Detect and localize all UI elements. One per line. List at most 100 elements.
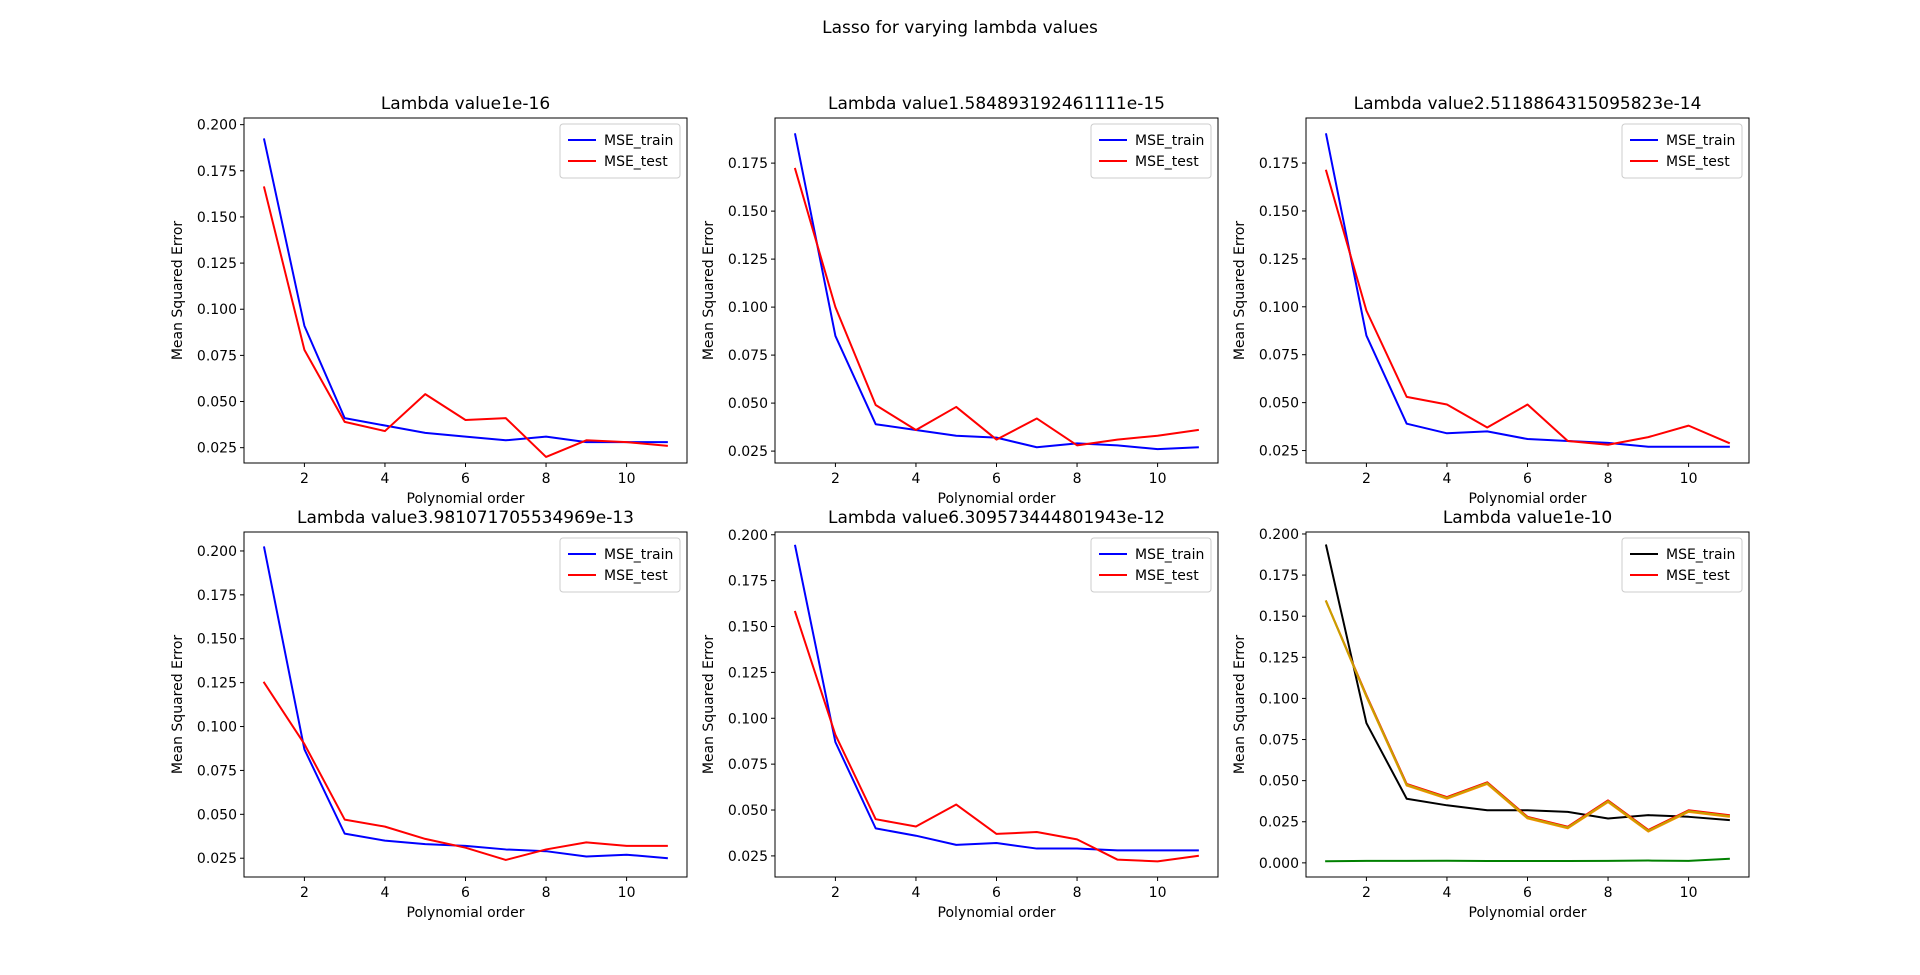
x-tick-label: 2 (1362, 471, 1371, 487)
x-tick-label: 4 (911, 885, 920, 901)
y-tick-label: 0.075 (728, 757, 768, 773)
y-tick-label: 0.075 (1259, 733, 1299, 749)
y-axis-label: Mean Squared Error (1232, 635, 1248, 775)
legend-entry: MSE_test (1666, 154, 1730, 170)
series-line-mse-train (262, 138, 668, 444)
y-tick-label: 0.100 (197, 720, 237, 736)
y-tick-label: 0.175 (1259, 568, 1299, 584)
y-tick-label: 0.025 (728, 849, 768, 865)
plot-frame (774, 117, 1219, 464)
subplot-2: Lambda value1.584893192461111e-15 2 4 6 8 10 0… (701, 94, 1219, 507)
legend-entry: MSE_train (1666, 547, 1735, 563)
y-tick-label: 0.150 (197, 210, 237, 226)
y-tick-label: 0.175 (197, 588, 237, 604)
legend-entry: MSE_train (1135, 133, 1204, 149)
y-tick-label: 0.075 (197, 348, 237, 364)
subplot-title: Lambda value6.309573444801943e-12 (828, 508, 1165, 528)
y-tick-label: 0.175 (728, 574, 768, 590)
y-tick-label: 0.050 (728, 803, 768, 819)
x-tick-label: 2 (300, 885, 309, 901)
y-tick-label: 0.125 (1259, 650, 1299, 666)
figure-suptitle: Lasso for varying lambda values (822, 18, 1098, 38)
x-tick-label: 4 (380, 885, 389, 901)
y-axis-label: Mean Squared Error (170, 221, 186, 361)
y-tick-label: 0.175 (197, 164, 237, 180)
x-tick-label: 8 (1073, 471, 1082, 487)
y-tick-label: 0.200 (197, 118, 237, 134)
subplot-title: Lambda value3.981071705534969e-13 (297, 508, 634, 528)
x-tick-label: 8 (542, 471, 551, 487)
series-line-mse-train (262, 546, 668, 860)
legend-box (1090, 123, 1212, 179)
x-tick-label: 2 (300, 471, 309, 487)
legend-box (559, 537, 681, 593)
y-tick-label: 0.150 (728, 620, 768, 636)
x-axis-label: Polynomial order (938, 905, 1056, 921)
subplot-1: Lambda value1e-16 2 4 6 8 10 0.025 0.050 0.075 0.… (170, 94, 688, 507)
y-tick-label: 0.075 (728, 348, 768, 364)
x-tick-label: 4 (1442, 885, 1451, 901)
series-line-mse-train (793, 544, 1199, 852)
subplot-title: Lambda value1e-10 (1443, 508, 1612, 528)
y-axis-label: Mean Squared Error (1232, 221, 1248, 361)
y-tick-label: 0.075 (197, 763, 237, 779)
plot-frame (243, 117, 688, 464)
x-tick-label: 6 (1523, 885, 1532, 901)
plot-frame (243, 531, 688, 878)
x-tick-label: 4 (911, 471, 920, 487)
x-axis-label: Polynomial order (1469, 491, 1587, 507)
x-axis-label: Polynomial order (938, 491, 1056, 507)
y-tick-label: 0.050 (728, 396, 768, 412)
y-tick-label: 0.100 (1259, 691, 1299, 707)
x-tick-label: 6 (992, 471, 1001, 487)
legend: MSE_train MSE_test (1621, 537, 1743, 593)
subplot-3: Lambda value2.5118864315095823e-14 2 4 6 8 10… (1232, 94, 1750, 507)
legend-entry: MSE_train (604, 547, 673, 563)
y-tick-label: 0.025 (197, 441, 237, 457)
plot-frame (774, 531, 1219, 878)
y-tick-label: 0.175 (728, 156, 768, 172)
y-tick-label: 0.150 (197, 632, 237, 648)
subplot-title: Lambda value1.584893192461111e-15 (828, 94, 1165, 114)
plot-frame (1305, 531, 1750, 878)
legend-entry: MSE_train (1135, 547, 1204, 563)
y-tick-label: 0.200 (1259, 527, 1299, 543)
x-tick-label: 2 (831, 471, 840, 487)
y-tick-label: 0.150 (1259, 609, 1299, 625)
series-line-mse-test (1324, 169, 1731, 446)
subplot-4: Lambda value3.981071705534969e-13 2 4 6 8 10 0… (170, 508, 688, 921)
y-tick-label: 0.025 (197, 851, 237, 867)
x-tick-label: 4 (380, 471, 389, 487)
y-tick-label: 0.125 (197, 676, 237, 692)
x-tick-label: 10 (618, 471, 636, 487)
series-line-unlabeled-4 (1324, 600, 1730, 832)
legend-entry: MSE_train (1666, 133, 1735, 149)
x-tick-label: 8 (1604, 471, 1613, 487)
series-line-mse-test (262, 186, 668, 458)
legend: MSE_train MSE_test (1621, 123, 1743, 179)
series-line-mse-test (262, 681, 668, 861)
x-tick-label: 6 (461, 471, 470, 487)
subplot-6: Lambda value1e-10 2 4 6 8 10 0.000 0.025 0.050 0.… (1232, 508, 1750, 921)
y-tick-label: 0.050 (197, 807, 237, 823)
y-tick-label: 0.200 (197, 544, 237, 560)
x-axis-label: Polynomial order (407, 905, 525, 921)
legend: MSE_train MSE_test (559, 123, 681, 179)
y-tick-label: 0.175 (1259, 156, 1299, 172)
legend-entry: MSE_train (604, 133, 673, 149)
legend-entry: MSE_test (604, 154, 668, 170)
y-tick-label: 0.025 (728, 444, 768, 460)
legend-box (1090, 537, 1212, 593)
x-tick-label: 2 (831, 885, 840, 901)
y-tick-label: 0.050 (1259, 396, 1299, 412)
x-tick-label: 6 (461, 885, 470, 901)
legend: MSE_train MSE_test (559, 537, 681, 593)
subplot-grid: Lambda value1e-16 2 4 6 8 10 0.025 0.050 0.075 0.… (170, 94, 1750, 921)
x-axis-label: Polynomial order (1469, 905, 1587, 921)
x-axis-label: Polynomial order (407, 491, 525, 507)
y-tick-label: 0.100 (197, 302, 237, 318)
series-line-mse-test (793, 167, 1199, 447)
y-tick-label: 0.100 (1259, 300, 1299, 316)
x-tick-label: 10 (1149, 885, 1167, 901)
